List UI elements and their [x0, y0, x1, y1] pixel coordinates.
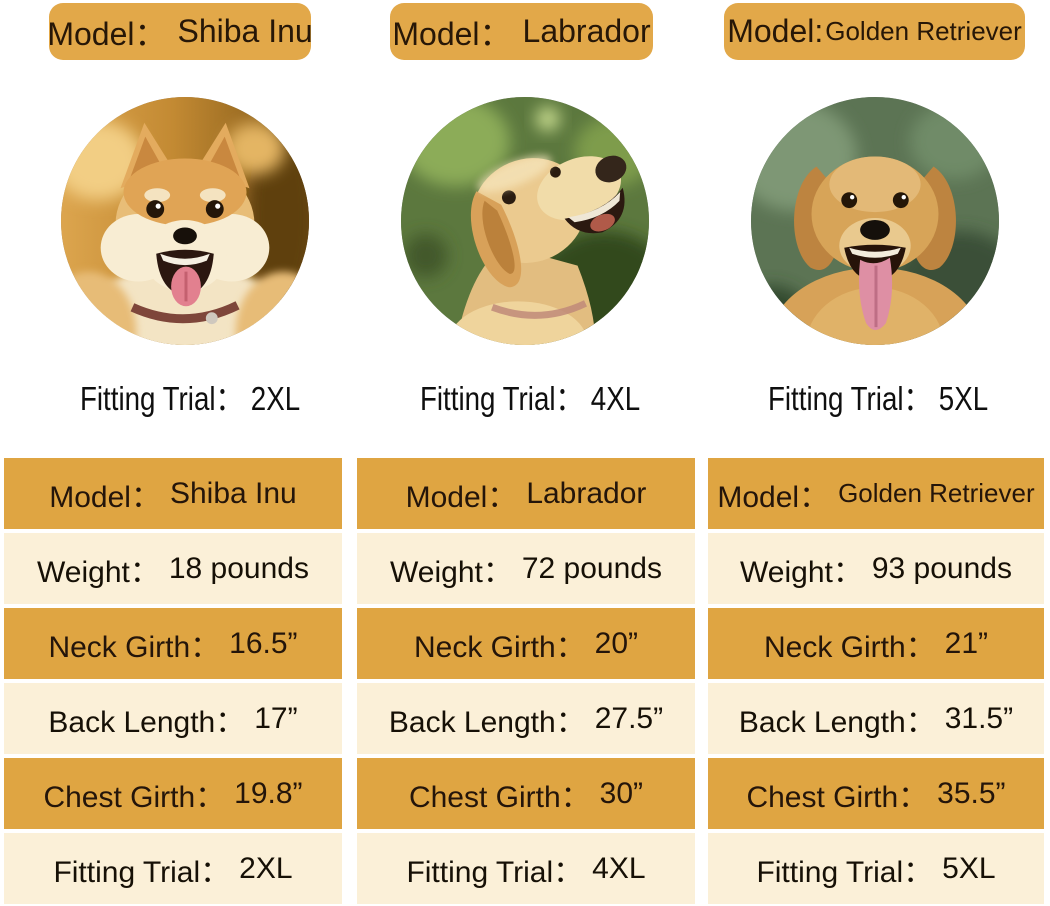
row-value: 16.5”	[229, 626, 298, 660]
golden-retriever-photo-art	[751, 97, 999, 345]
model-badge-golden-retriever: Model: Golden Retriever	[724, 3, 1025, 60]
fitting-trial-caption: Fitting Trial： 5XL	[713, 374, 1043, 418]
row-value: 19.8”	[234, 776, 303, 810]
row-label: Fitting Trial：	[53, 855, 231, 889]
golden-retriever-dog	[767, 156, 983, 345]
row-label: Neck Girth：	[48, 630, 221, 664]
row-label: Chest Girth：	[746, 780, 929, 814]
size-table-shiba: Model： Shiba Inu Weight： 18 pounds Neck Gi…	[4, 458, 342, 904]
row-label: Weight：	[37, 555, 160, 589]
fitting-trial-value: 4XL	[590, 380, 641, 417]
golden-retriever-photo	[751, 97, 999, 345]
table-row: Neck Girth： 16.5”	[4, 608, 342, 679]
model-badge-label: Model：	[47, 15, 167, 52]
row-label: Chest Girth：	[408, 780, 591, 814]
row-value: 35.5”	[937, 776, 1006, 810]
fitting-trial-label: Fitting Trial：	[79, 380, 244, 417]
row-value: 30”	[599, 776, 644, 810]
row-value: Golden Retriever	[838, 478, 1035, 508]
table-row: Model： Golden Retriever	[708, 458, 1044, 529]
row-value: 31.5”	[944, 701, 1014, 735]
fitting-trial-label: Fitting Trial：	[419, 380, 584, 417]
row-label: Fitting Trial：	[406, 855, 584, 889]
row-value: Shiba Inu	[169, 476, 297, 510]
model-badge-value: Shiba Inu	[177, 13, 313, 49]
row-label: Back Length：	[388, 705, 586, 739]
model-badge-label: Model：	[392, 15, 512, 52]
row-value: 21”	[944, 626, 989, 660]
row-label: Chest Girth：	[43, 780, 226, 814]
row-value: 20”	[594, 626, 639, 660]
shiba-inu-photo-art	[61, 97, 309, 345]
row-label: Model：	[49, 480, 161, 514]
row-value: 5XL	[942, 851, 996, 885]
row-value: 2XL	[239, 851, 293, 885]
table-row: Neck Girth： 20”	[357, 608, 695, 679]
row-value: 18 pounds	[168, 551, 309, 585]
fitting-trial-value: 5XL	[938, 380, 989, 417]
model-badge-shiba: Model： Shiba Inu	[47, 3, 313, 60]
fitting-trial-value: 2XL	[250, 380, 301, 417]
table-row: Fitting Trial： 2XL	[4, 833, 342, 904]
fitting-trial-label: Fitting Trial：	[767, 380, 932, 417]
row-label: Back Length：	[48, 705, 246, 739]
row-label: Neck Girth：	[413, 630, 586, 664]
row-value: 27.5”	[594, 701, 664, 735]
row-label: Model：	[717, 480, 830, 514]
row-label: Weight：	[390, 555, 513, 589]
table-row: Model： Shiba Inu	[4, 458, 342, 529]
table-row: Fitting Trial： 4XL	[357, 833, 695, 904]
size-table-labrador: Model： Labrador Weight： 72 pounds Neck Gir…	[357, 458, 695, 904]
table-row: Back Length： 17”	[4, 683, 342, 754]
fitting-trial-caption: Fitting Trial： 4XL	[365, 374, 695, 418]
model-badge-value: Golden Retriever	[825, 16, 1022, 46]
table-row: Weight： 72 pounds	[357, 533, 695, 604]
labrador-photo-art	[401, 97, 649, 345]
row-value: Labrador	[526, 476, 647, 510]
shiba-inu-photo	[61, 97, 309, 345]
table-row: Back Length： 31.5”	[708, 683, 1044, 754]
table-row: Neck Girth： 21”	[708, 608, 1044, 679]
model-badge-value: Labrador	[522, 13, 651, 49]
table-row: Chest Girth： 35.5”	[708, 758, 1044, 829]
row-value: 93 pounds	[871, 551, 1012, 585]
model-badge-labrador: Model： Labrador	[390, 3, 653, 60]
row-value: 4XL	[592, 851, 646, 885]
row-label: Fitting Trial：	[756, 855, 934, 889]
table-row: Back Length： 27.5”	[357, 683, 695, 754]
row-value: 72 pounds	[521, 551, 662, 585]
table-row: Weight： 18 pounds	[4, 533, 342, 604]
labrador-photo	[401, 97, 649, 345]
table-row: Chest Girth： 19.8”	[4, 758, 342, 829]
table-row: Fitting Trial： 5XL	[708, 833, 1044, 904]
row-label: Model：	[405, 480, 518, 514]
model-badge-label: Model:	[727, 13, 824, 49]
table-row: Chest Girth： 30”	[357, 758, 695, 829]
row-value: 17”	[254, 701, 298, 735]
fitting-trial-caption: Fitting Trial： 2XL	[25, 374, 355, 418]
row-label: Neck Girth：	[763, 630, 936, 664]
row-label: Weight：	[740, 555, 863, 589]
labrador-dog	[448, 155, 627, 345]
row-label: Back Length：	[738, 705, 936, 739]
table-row: Weight： 93 pounds	[708, 533, 1044, 604]
table-row: Model： Labrador	[357, 458, 695, 529]
size-table-golden-retriever: Model： Golden Retriever Weight： 93 pounds …	[708, 458, 1044, 904]
